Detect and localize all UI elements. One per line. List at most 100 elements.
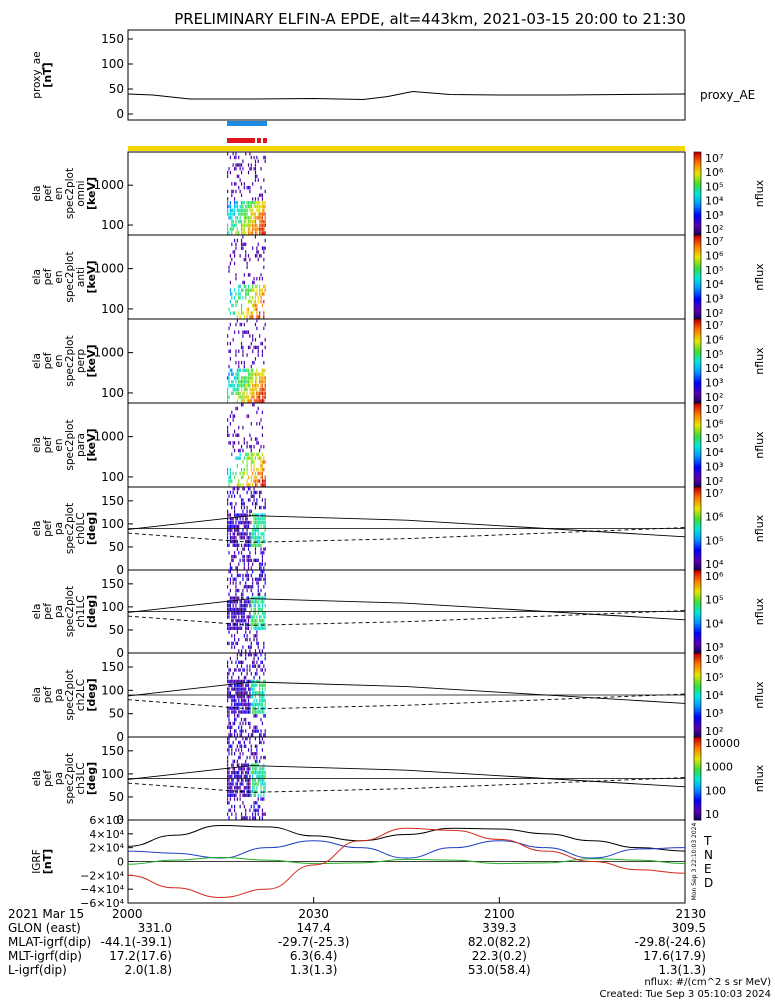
spectrogram-cell [231, 596, 233, 600]
spectrogram-cell [261, 520, 264, 525]
spectrogram-cell [254, 299, 257, 304]
spectrogram-cell [257, 212, 259, 216]
spectrogram-cell [246, 615, 248, 619]
spectrogram-cell [246, 395, 248, 399]
spectrogram-cell [256, 292, 258, 296]
spectrogram-cell [261, 391, 264, 395]
proxy-ae-line [127, 90, 686, 101]
spectrogram-cell [228, 710, 230, 714]
spectrogram-cell [228, 475, 230, 479]
spectrogram-cell [254, 737, 257, 741]
spectrogram-cell [260, 733, 262, 737]
spectrogram-cell [259, 619, 261, 623]
spectrogram-cell [246, 710, 248, 714]
spectrogram-cell [243, 231, 245, 235]
colorbar-segment [694, 795, 701, 798]
spectrogram-cell [236, 201, 238, 205]
spectrogram-cell [256, 216, 258, 220]
colorbar-segment [694, 466, 701, 469]
colorbar-segment [694, 543, 701, 546]
spectrogram-cell [235, 204, 237, 209]
spectrogram-cell [247, 524, 250, 529]
spectrogram-cell [245, 759, 247, 764]
colorbar-segment [694, 747, 701, 750]
spectrogram-cell [242, 710, 244, 714]
spectrogram-cell [264, 615, 266, 619]
spectrogram-cell [257, 517, 259, 521]
spectrogram-cell [246, 695, 248, 699]
spectrogram-cell [253, 167, 255, 171]
spectrogram-cell [229, 520, 231, 525]
colorbar-segment [694, 251, 701, 255]
spectrogram-cell [231, 782, 233, 786]
spectrogram-cell [229, 600, 231, 604]
colorbar-segment [694, 472, 701, 475]
spectrogram-cell [263, 524, 265, 529]
spectrogram-cell [252, 733, 254, 737]
spectrogram-cell [243, 391, 245, 395]
spectrogram-cell [249, 778, 251, 782]
spectrogram-cell [243, 634, 245, 638]
colorbar-segment [694, 572, 701, 575]
spectrogram-cell [240, 341, 243, 346]
spectrogram-cell [229, 216, 231, 220]
spectrogram-cell [263, 596, 265, 600]
spectrogram-cell [259, 759, 261, 764]
spectrogram-cell [252, 752, 254, 756]
spectrogram-cell [238, 284, 240, 289]
spectrogram-cell [229, 782, 231, 786]
spectrogram-cell [227, 748, 229, 752]
y-tick-label: 0 [117, 856, 124, 869]
colorbar-segment [694, 426, 701, 429]
spectrogram-cell [236, 683, 238, 687]
colorbar-segment [694, 782, 701, 786]
spectrogram-cell [263, 246, 265, 250]
spectrogram-cell [252, 687, 254, 691]
colorbar-tick-label: 10⁵ [705, 594, 723, 607]
spectrogram-cell [232, 152, 234, 156]
spectrogram-cell [243, 547, 245, 551]
colorbar-segment [694, 214, 701, 217]
spectrogram-cell [252, 778, 254, 782]
spectrogram-cell [242, 573, 244, 578]
spectrogram-cell [257, 804, 259, 809]
spectrogram-cell [236, 774, 238, 779]
spectrogram-cell [240, 774, 243, 779]
spectrogram-cell [245, 212, 247, 216]
spectrogram-cell [235, 566, 237, 570]
x-row-value: 82.0(82.2) [468, 935, 531, 949]
spectrogram-cell [263, 391, 265, 395]
spectrogram-cell [235, 816, 237, 820]
spectrogram-cell [247, 789, 250, 794]
spectrogram-cell [228, 615, 230, 619]
spectrogram-cell [252, 471, 254, 476]
spectrogram-cell [245, 626, 247, 630]
x-row-value: 17.6(17.9) [643, 949, 706, 963]
spectrogram-cell [252, 460, 254, 464]
colorbar-segment [694, 774, 701, 777]
spectrogram-cell [252, 349, 254, 353]
spectrogram-cell [263, 372, 265, 376]
colorbar-segment [694, 718, 701, 721]
spectrogram-cell [250, 395, 252, 399]
spectrogram-cell [238, 520, 240, 525]
y-axis-label: pef [42, 268, 54, 285]
spectrogram-cell [227, 334, 229, 338]
spectrogram-cell [254, 227, 257, 231]
spectrogram-cell [260, 399, 262, 403]
spectrogram-cell [264, 786, 266, 790]
spectrogram-cell [260, 786, 262, 790]
y-axis-label: [nT] [41, 62, 54, 87]
spectrogram-cell [247, 307, 250, 311]
spectrogram-cell [246, 376, 248, 380]
colorbar-segment [694, 152, 701, 155]
spectrogram-cell [252, 387, 254, 392]
spectrogram-cell [261, 395, 264, 399]
spectrogram-cell [228, 524, 230, 529]
spectrogram-cell [253, 345, 255, 350]
spectrogram-cell [240, 551, 243, 555]
spectrogram-cell [240, 303, 243, 308]
spectrogram-cell [254, 219, 257, 224]
panel-ch2LC: ela pef pa spec2plot ch2LC[deg]15010050010⁶1… [31, 652, 766, 744]
colorbar-segment [694, 187, 701, 190]
